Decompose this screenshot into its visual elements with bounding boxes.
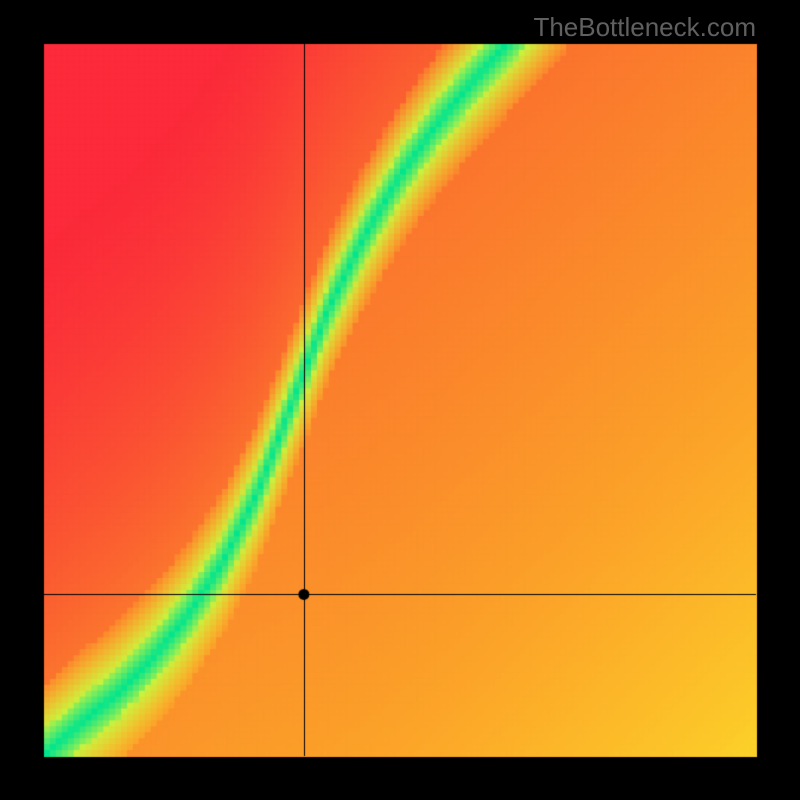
bottleneck-heatmap [0,0,800,800]
watermark-text: TheBottleneck.com [533,12,756,43]
